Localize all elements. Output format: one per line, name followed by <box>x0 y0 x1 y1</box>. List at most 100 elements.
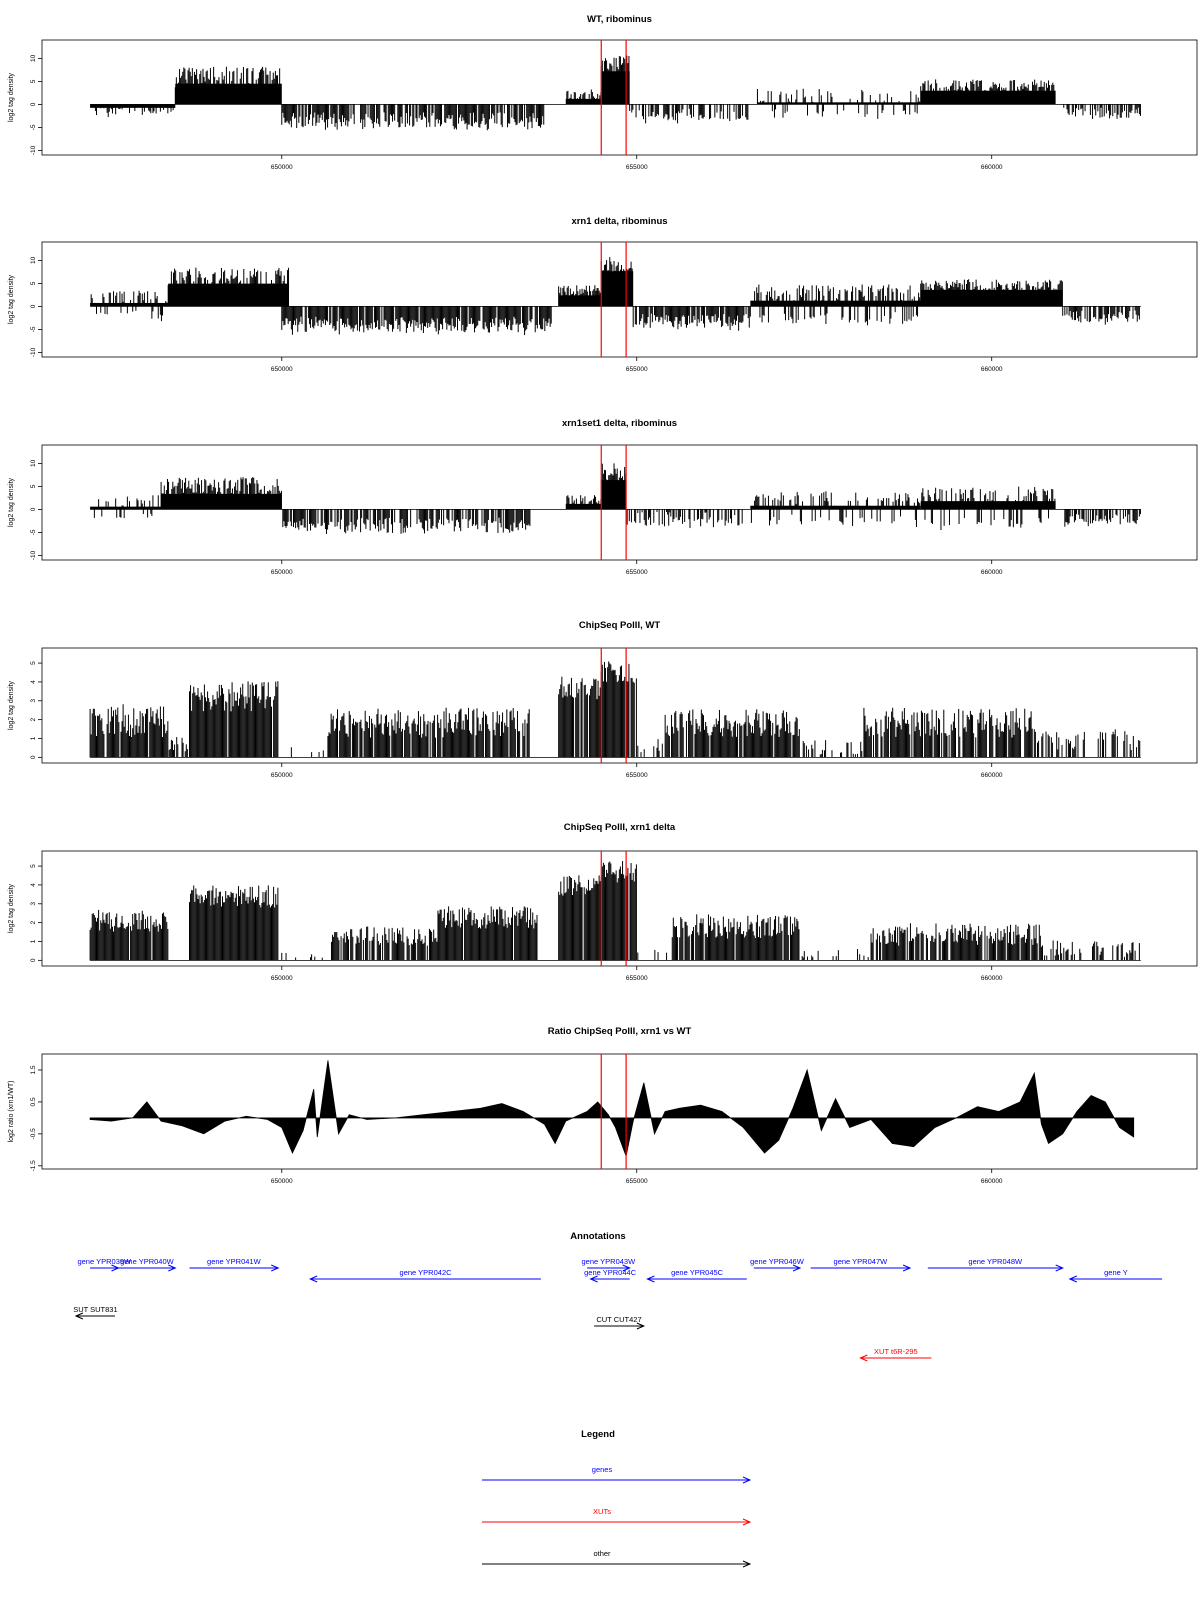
y-tick-label: 4 <box>30 883 37 887</box>
legend-label-genes: genes <box>592 1465 613 1474</box>
track-panel-0: WT, ribominus -10 -5 0 5 10 log2 tag density 65… <box>8 14 1198 171</box>
y-tick-label: 3 <box>30 699 37 703</box>
annotation-label: gene Y <box>1104 1268 1128 1277</box>
annotation-arrowhead <box>308 1275 318 1283</box>
y-tick-label: 5 <box>30 484 37 488</box>
annotation-label: gene YPR040W <box>120 1257 175 1266</box>
y-axis-label: log2 ratio (xrn1/WT) <box>8 1081 15 1143</box>
y-tick-label: 10 <box>30 54 37 62</box>
y-tick-label: 2 <box>30 717 37 721</box>
legend-arrowhead-genes <box>742 1476 752 1484</box>
y-tick-label: 4 <box>30 680 37 684</box>
legend-arrowhead-other <box>742 1560 752 1568</box>
bar-fill <box>90 104 176 108</box>
annotation-other: SUT SUT831 <box>73 1305 118 1320</box>
y-axis-label: log2 tag density <box>8 680 15 730</box>
bars <box>90 257 1141 336</box>
x-tick-label: 655000 <box>626 975 648 982</box>
x-tick-label: 650000 <box>271 975 293 982</box>
annotation-arrowhead <box>622 1264 631 1272</box>
y-tick-label: 5 <box>30 661 37 665</box>
legend-label-xuts: XUTs <box>593 1507 611 1516</box>
y-tick-label: 5 <box>30 281 37 285</box>
x-tick-label: 650000 <box>271 569 293 576</box>
x-tick-label: 655000 <box>626 164 648 171</box>
annotation-gene: gene Y <box>1068 1268 1163 1283</box>
y-tick-label: 0 <box>30 304 37 308</box>
y-tick-label: 1 <box>30 736 37 740</box>
annotation-label: SUT SUT831 <box>73 1305 117 1314</box>
annotation-gene: gene YPR042C <box>308 1268 541 1283</box>
x-tick-label: 660000 <box>981 975 1003 982</box>
track-title: WT, ribominus <box>587 14 652 25</box>
x-tick-label: 650000 <box>271 1178 293 1185</box>
x-tick-label: 650000 <box>271 164 293 171</box>
x-tick-label: 660000 <box>981 1178 1003 1185</box>
bars <box>90 55 1141 131</box>
plot-frame <box>41 241 1198 358</box>
track-title: ChipSeq PolII, xrn1 delta <box>564 822 676 833</box>
annotation-label: gene YPR046W <box>750 1257 805 1266</box>
y-tick-label: 0.5 <box>30 1097 37 1106</box>
y-tick-label: 0 <box>30 507 37 511</box>
annotation-label: XUT t6R-295 <box>874 1347 918 1356</box>
annotation-xut: XUT t6R-295 <box>859 1347 932 1362</box>
annotation-arrowhead <box>902 1264 912 1272</box>
bars <box>89 661 1141 758</box>
track-panel-5: Ratio ChipSeq PolII, xrn1 vs WT -1.5 -0.5 0… <box>8 1026 1198 1185</box>
x-tick-label: 655000 <box>626 569 648 576</box>
track-title: ChipSeq PolII, WT <box>579 620 660 631</box>
y-axis-label: log2 tag density <box>8 72 15 122</box>
x-tick-label: 655000 <box>626 1178 648 1185</box>
plot-frame <box>41 39 1198 156</box>
annotation-arrowhead <box>636 1322 646 1330</box>
y-tick-label: -10 <box>30 550 37 560</box>
bars <box>89 861 1141 961</box>
annotation-gene: gene YPR044C <box>584 1268 637 1283</box>
plot-frame <box>41 1053 1198 1170</box>
legend-label-other: other <box>593 1549 611 1558</box>
x-tick-label: 660000 <box>981 164 1003 171</box>
bar-fill <box>757 102 921 105</box>
y-tick-label: 5 <box>30 864 37 868</box>
annotation-label: gene YPR043W <box>582 1257 637 1266</box>
annotation-label: gene YPR048W <box>968 1257 1023 1266</box>
annotation-arrowhead <box>646 1275 655 1283</box>
annotations-title: Annotations <box>570 1231 625 1242</box>
y-axis-label: log2 tag density <box>8 477 15 527</box>
x-tick-label: 660000 <box>981 569 1003 576</box>
plot-frame <box>41 444 1198 561</box>
plot-frame <box>41 647 1198 764</box>
y-tick-label: 5 <box>30 79 37 83</box>
ratio-area <box>89 1060 1135 1158</box>
x-tick-label: 655000 <box>626 366 648 373</box>
track-panel-2: xrn1set1 delta, ribominus -10 -5 0 5 10 log2 t… <box>8 418 1198 576</box>
y-axis-label: log2 tag density <box>8 274 15 324</box>
y-tick-label: 10 <box>30 256 37 264</box>
track-title: Ratio ChipSeq PolII, xrn1 vs WT <box>548 1026 692 1037</box>
y-tick-label: 0 <box>30 755 37 759</box>
annotation-gene: gene YPR048W <box>927 1257 1064 1272</box>
annotation-gene: gene YPR045C <box>646 1268 747 1283</box>
annotation-label: gene YPR044C <box>584 1268 637 1277</box>
ratio-series <box>89 1060 1135 1158</box>
bar-fill <box>565 503 602 510</box>
legend-title: Legend <box>581 1429 615 1440</box>
legend-arrowhead-xuts <box>742 1518 752 1526</box>
y-tick-label: 2 <box>30 920 37 924</box>
track-panel-1: xrn1 delta, ribominus -10 -5 0 5 10 log2 tag d… <box>8 216 1198 373</box>
annotation-label: gene YPR047W <box>834 1257 889 1266</box>
y-tick-label: 3 <box>30 902 37 906</box>
track-title: xrn1set1 delta, ribominus <box>562 418 677 429</box>
annotation-label: CUT CUT427 <box>596 1315 641 1324</box>
y-tick-label: 10 <box>30 459 37 467</box>
y-axis-label: log2 tag density <box>8 883 15 933</box>
annotation-gene: gene YPR041W <box>189 1257 280 1272</box>
track-title: xrn1 delta, ribominus <box>571 216 667 227</box>
y-tick-label: -5 <box>30 124 37 130</box>
annotation-gene: gene YPR047W <box>810 1257 912 1272</box>
